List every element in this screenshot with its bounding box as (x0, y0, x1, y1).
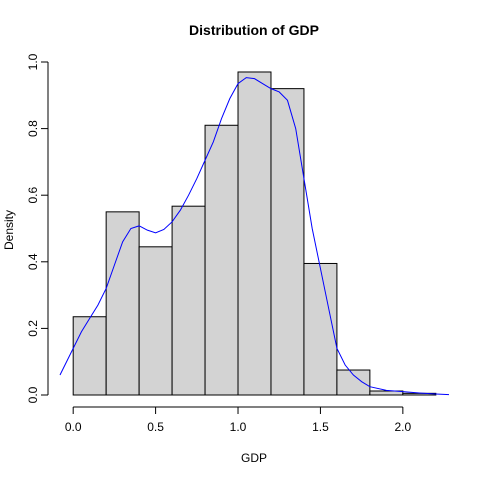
histogram-bar-7 (303, 262, 338, 396)
x-axis-label: GDP (241, 451, 267, 465)
histogram-bars (72, 71, 437, 396)
histogram-bar-2 (138, 246, 173, 396)
x-tick-label-3: 1.5 (312, 420, 329, 434)
histogram-bar-8 (336, 369, 371, 396)
x-axis: 0.0 0.5 1.0 1.5 2.0 (65, 406, 412, 434)
y-axis-label: Density (2, 210, 16, 250)
histogram-bar-3 (171, 205, 206, 396)
x-tick-label-4: 2.0 (395, 420, 412, 434)
y-tick-label-1: 0.2 (26, 320, 40, 337)
y-tick-label-2: 0.4 (26, 253, 40, 270)
y-tick-label-0: 0.0 (26, 386, 40, 403)
y-tick-label-4: 0.8 (26, 120, 40, 137)
x-tick-label-2: 1.0 (230, 420, 247, 434)
y-tick-label-3: 0.6 (26, 187, 40, 204)
x-tick-label-1: 0.5 (147, 420, 164, 434)
x-tick-label-0: 0.0 (65, 420, 82, 434)
histogram-bar-4 (204, 124, 239, 396)
y-axis: 0.0 0.2 0.4 0.6 0.8 1.0 (26, 53, 49, 403)
histogram-bar-5 (237, 71, 272, 396)
histogram-bar-0 (72, 316, 107, 396)
y-tick-label-5: 1.0 (26, 53, 40, 70)
density-curve (59, 77, 450, 396)
density-curve-layer (59, 77, 450, 396)
histogram-bar-6 (270, 88, 305, 396)
histogram-bar-1 (105, 211, 140, 396)
chart-title: Distribution of GDP (189, 22, 319, 38)
